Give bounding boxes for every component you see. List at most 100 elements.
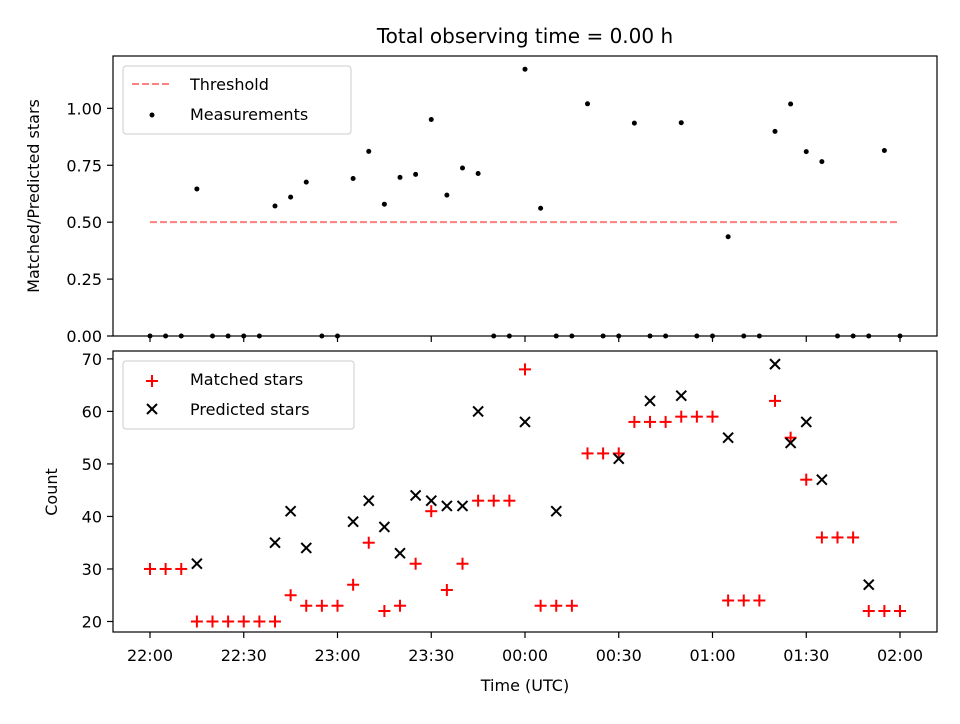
matched-point: [878, 604, 891, 617]
x-axis-label: Time (UTC): [480, 676, 569, 695]
predicted-point: [613, 452, 625, 465]
predicted-point: [284, 505, 297, 517]
matched-point: [378, 604, 391, 617]
bottom-y-tick-label: 60: [82, 402, 102, 421]
matched-point: [597, 447, 610, 460]
x-tick-label: 00:00: [502, 646, 548, 665]
matched-point: [206, 615, 219, 628]
top-y-tick-label: 0.50: [66, 213, 102, 232]
legend-matched-swatch: [146, 375, 158, 387]
top-y-axis: 0.00 0.25 0.50 0.75 1.00: [66, 99, 113, 346]
predicted-point: [472, 405, 484, 418]
top-legend-box: [122, 65, 352, 135]
bottom-panel: 20 30 40 50 60 70 22:00 22:30 23:00 23:30 00:00 00…: [42, 350, 938, 695]
bottom-legend: Matched stars Predicted stars: [122, 360, 355, 430]
bottom-legend-box: [122, 360, 355, 430]
matched-point: [519, 363, 531, 376]
x-tick-label: 22:30: [221, 646, 267, 665]
measurement-point: [631, 120, 637, 126]
legend-measurements-label: Measurements: [190, 105, 308, 124]
measurement-point: [803, 149, 809, 155]
measurement-point: [428, 117, 434, 123]
matched-point: [394, 599, 406, 612]
measurement-point: [678, 120, 684, 126]
matched-point: [737, 594, 750, 607]
matched-point: [722, 594, 735, 607]
measurement-point: [413, 171, 419, 177]
bottom-y-tick-label: 50: [82, 455, 102, 474]
top-y-tick-label: 1.00: [66, 99, 102, 118]
matched-point: [659, 415, 672, 428]
matched-point: [800, 473, 813, 486]
predicted-point: [456, 500, 469, 512]
predicted-point: [816, 473, 828, 486]
matched-point: [409, 557, 422, 570]
measurement-point: [585, 101, 590, 107]
x-tick-label: 02:00: [877, 646, 923, 665]
predicted-point: [425, 494, 437, 507]
predicted-point: [800, 416, 812, 428]
measurement-point: [819, 159, 825, 165]
predicted-point: [519, 416, 531, 428]
measurement-point: [788, 101, 794, 107]
matched-point: [315, 599, 328, 612]
x-tick-label: 01:30: [783, 646, 829, 665]
matched-point: [581, 447, 594, 460]
predicted-point: [409, 489, 422, 502]
matched-point: [269, 615, 281, 628]
matched-point: [425, 505, 438, 518]
predicted-point: [394, 547, 406, 559]
matched-point: [362, 536, 375, 549]
measurement-point: [366, 148, 372, 154]
matched-point: [690, 410, 703, 423]
predicted-point: [550, 505, 562, 517]
predicted-point: [722, 431, 734, 444]
matched-point: [347, 578, 360, 591]
matched-point: [440, 583, 453, 596]
measurement-point: [538, 205, 544, 211]
measurement-point: [272, 203, 278, 209]
predicted-point: [675, 389, 687, 402]
legend-threshold-label: Threshold: [189, 75, 269, 94]
matched-point: [284, 589, 297, 602]
measurement-point: [725, 234, 731, 240]
matched-point: [831, 531, 844, 544]
bottom-x-axis: 22:00 22:30 23:00 23:30 00:00 00:30 01:00 01:30…: [127, 632, 923, 665]
matched-point: [565, 599, 578, 612]
matched-point: [628, 415, 641, 428]
matched-point: [706, 410, 719, 423]
matched-point: [331, 599, 344, 612]
top-x-axis: [149, 336, 901, 342]
predicted-point: [269, 537, 281, 549]
measurement-point: [350, 175, 356, 181]
legend-predicted-swatch: [146, 403, 158, 415]
matched-point: [769, 394, 781, 407]
matched-point: [300, 599, 313, 612]
predicted-point: [300, 542, 312, 554]
x-tick-label: 23:00: [314, 646, 360, 665]
predicted-point: [769, 358, 781, 370]
matched-point: [815, 531, 828, 544]
matched-point: [675, 410, 688, 423]
measurement-point: [397, 174, 403, 180]
matched-point: [159, 562, 172, 575]
matched-stars-series: [144, 363, 906, 628]
measurement-point: [522, 66, 528, 72]
measurement-point: [194, 186, 200, 192]
bottom-y-tick-label: 30: [82, 560, 102, 579]
bottom-y-tick-label: 20: [82, 612, 102, 631]
legend-predicted-label: Predicted stars: [190, 400, 310, 419]
bottom-y-tick-label: 70: [82, 350, 102, 369]
x-tick-label: 23:30: [408, 646, 454, 665]
matched-point: [534, 599, 547, 612]
matched-point: [862, 604, 875, 617]
matched-point: [753, 594, 766, 607]
matched-point: [503, 494, 516, 507]
measurement-point: [303, 179, 309, 185]
measurement-point: [881, 147, 887, 153]
top-y-tick-label: 0.25: [66, 270, 102, 289]
matched-point: [456, 557, 469, 570]
measurement-point: [381, 201, 387, 207]
predicted-point: [441, 500, 453, 512]
